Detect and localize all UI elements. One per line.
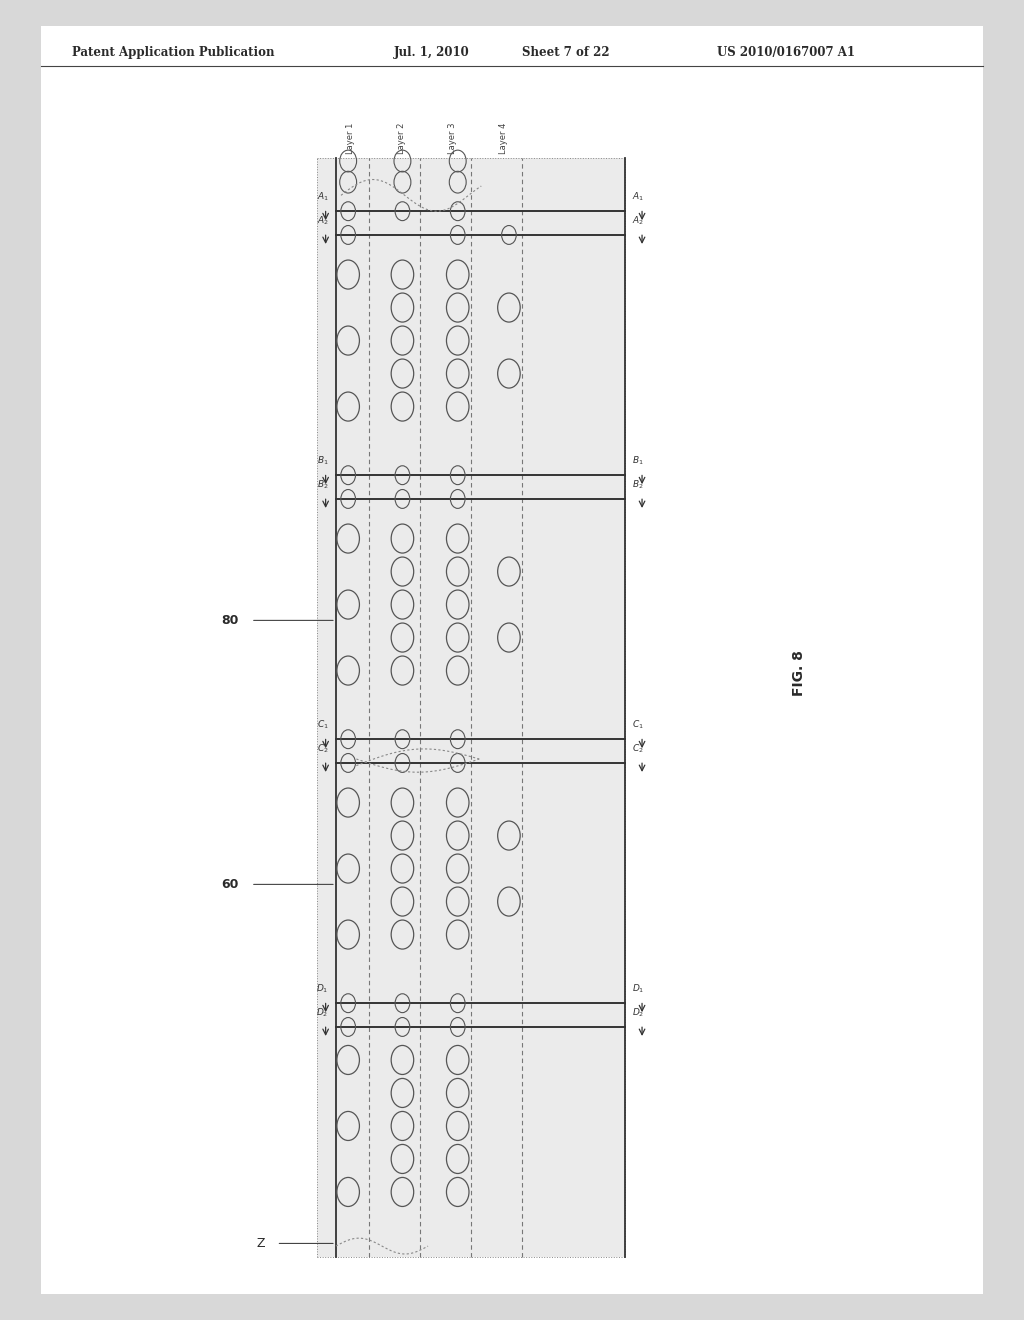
Text: $A_2$: $A_2$ bbox=[632, 215, 644, 227]
Text: $C_1$: $C_1$ bbox=[632, 719, 644, 731]
Text: $C_1$: $C_1$ bbox=[316, 719, 329, 731]
Text: Sheet 7 of 22: Sheet 7 of 22 bbox=[522, 46, 610, 59]
Text: $A_1$: $A_1$ bbox=[316, 191, 329, 203]
Text: 80: 80 bbox=[222, 614, 239, 627]
Text: $B_2$: $B_2$ bbox=[632, 479, 643, 491]
Text: $B_2$: $B_2$ bbox=[317, 479, 329, 491]
Text: Layer 4: Layer 4 bbox=[500, 123, 508, 154]
Text: $D_2$: $D_2$ bbox=[316, 1007, 329, 1019]
Text: Patent Application Publication: Patent Application Publication bbox=[72, 46, 274, 59]
Text: $B_1$: $B_1$ bbox=[317, 455, 329, 467]
Text: Layer 3: Layer 3 bbox=[449, 123, 457, 154]
Text: $C_2$: $C_2$ bbox=[317, 743, 329, 755]
Text: $A_1$: $A_1$ bbox=[632, 191, 644, 203]
Text: $D_2$: $D_2$ bbox=[632, 1007, 644, 1019]
Text: Z: Z bbox=[257, 1237, 265, 1250]
Text: FIG. 8: FIG. 8 bbox=[792, 651, 806, 696]
Text: $D_1$: $D_1$ bbox=[632, 983, 644, 995]
Text: US 2010/0167007 A1: US 2010/0167007 A1 bbox=[717, 46, 855, 59]
Text: Layer 1: Layer 1 bbox=[346, 123, 354, 154]
Text: $D_1$: $D_1$ bbox=[316, 983, 329, 995]
Text: 60: 60 bbox=[222, 878, 239, 891]
Text: $A_2$: $A_2$ bbox=[316, 215, 329, 227]
Text: Layer 2: Layer 2 bbox=[397, 123, 406, 154]
Bar bbox=[317, 158, 625, 1257]
Text: $C_2$: $C_2$ bbox=[632, 743, 643, 755]
Text: $B_1$: $B_1$ bbox=[632, 455, 643, 467]
Text: Jul. 1, 2010: Jul. 1, 2010 bbox=[394, 46, 470, 59]
